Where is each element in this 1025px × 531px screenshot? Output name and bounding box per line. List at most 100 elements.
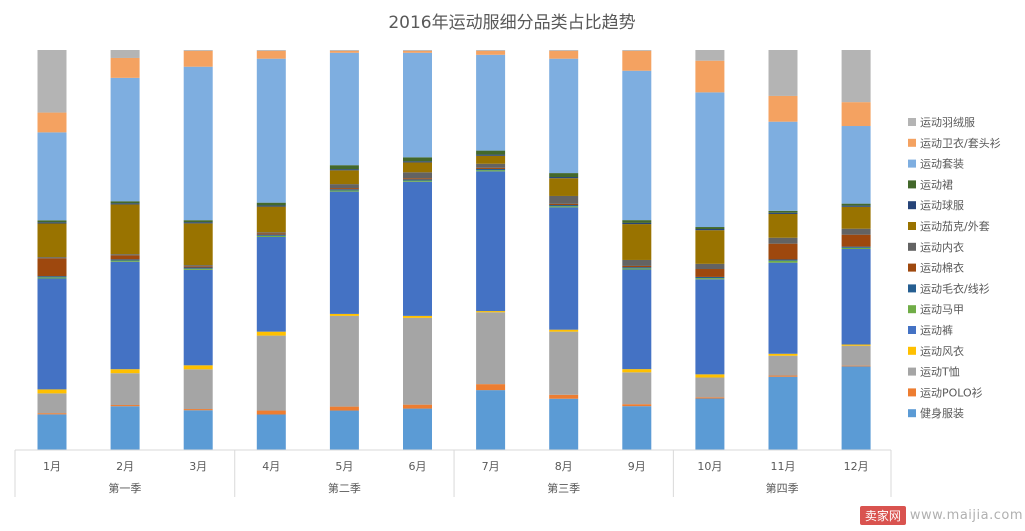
legend-label-3: 运动套装 bbox=[920, 158, 964, 171]
bar-segment-2-3 bbox=[110, 373, 140, 406]
legend-swatch-13 bbox=[908, 367, 916, 376]
legend-label-8: 运动棉衣 bbox=[920, 261, 964, 275]
bar-segment-2-4 bbox=[110, 369, 140, 374]
bar-segment-8-6 bbox=[549, 206, 579, 208]
bar-segment-2-11 bbox=[110, 203, 140, 205]
bar-segment-12-9 bbox=[841, 228, 871, 235]
bar-segment-5-15 bbox=[329, 50, 359, 51]
bar-segment-1-2 bbox=[37, 413, 67, 415]
bar-segment-1-13 bbox=[37, 132, 67, 221]
bar-segment-7-14 bbox=[476, 50, 506, 55]
bar-segment-11-14 bbox=[768, 95, 798, 122]
bar-segment-12-4 bbox=[841, 344, 871, 346]
bar-segment-7-1 bbox=[476, 390, 506, 450]
legend-swatch-2 bbox=[908, 138, 916, 147]
bar-segment-3-15 bbox=[183, 50, 213, 51]
bar-segment-5-3 bbox=[329, 315, 359, 407]
bar-segment-2-6 bbox=[110, 260, 140, 262]
bar-segment-11-11 bbox=[768, 212, 798, 214]
group-label-4: 第四季 bbox=[766, 481, 799, 495]
chart-title: 2016年运动服细分品类占比趋势 bbox=[388, 13, 635, 33]
legend-label-1: 运动羽绒服 bbox=[920, 116, 975, 129]
x-tick-label-11: 11月 bbox=[771, 460, 796, 473]
x-tick-label-5: 5月 bbox=[335, 460, 353, 473]
bar-segment-4-13 bbox=[256, 58, 286, 203]
bar-segment-12-6 bbox=[841, 247, 871, 249]
bar-segment-3-8 bbox=[183, 266, 213, 268]
bar-segment-10-13 bbox=[695, 92, 725, 228]
bars-layer bbox=[37, 50, 871, 450]
bar-segment-8-3 bbox=[549, 331, 579, 395]
bar-segment-6-1 bbox=[403, 408, 432, 450]
bar-segment-1-4 bbox=[37, 389, 67, 394]
bar-segment-7-5 bbox=[476, 171, 506, 312]
bar-segment-11-15 bbox=[768, 50, 798, 96]
bar-segment-7-15 bbox=[476, 50, 506, 51]
bar-segment-1-12 bbox=[37, 220, 67, 223]
bar-segment-3-6 bbox=[183, 268, 213, 270]
bar-segment-12-7 bbox=[841, 246, 871, 248]
bar-segment-9-14 bbox=[622, 50, 652, 71]
bar-segment-5-4 bbox=[329, 313, 359, 316]
bar-segment-11-12 bbox=[768, 210, 798, 213]
bar-segment-11-3 bbox=[768, 355, 798, 376]
bar-segment-6-15 bbox=[403, 50, 432, 51]
bar-segment-9-10 bbox=[622, 224, 652, 260]
bar-segment-4-10 bbox=[256, 206, 286, 233]
bar-segment-10-7 bbox=[695, 276, 725, 279]
legend-label-5: 运动球服 bbox=[920, 198, 964, 212]
bar-segment-9-9 bbox=[622, 259, 652, 266]
bar-segment-4-11 bbox=[256, 205, 286, 207]
x-tick-label-7: 7月 bbox=[482, 460, 500, 473]
x-tick-label-4: 4月 bbox=[262, 460, 280, 473]
bar-segment-4-4 bbox=[256, 331, 286, 336]
bar-segment-5-1 bbox=[329, 410, 359, 450]
legend-swatch-7 bbox=[908, 242, 916, 251]
bar-segment-10-15 bbox=[695, 50, 725, 61]
group-label-3: 第三季 bbox=[547, 481, 580, 495]
bar-segment-5-13 bbox=[329, 52, 359, 166]
bar-segment-7-11 bbox=[476, 154, 506, 156]
bar-segment-1-10 bbox=[37, 223, 67, 258]
bar-segment-12-5 bbox=[841, 249, 871, 345]
bar-segment-4-5 bbox=[256, 236, 286, 332]
bar-segment-5-14 bbox=[329, 50, 359, 53]
bar-segment-7-2 bbox=[476, 384, 506, 391]
bar-segment-4-7 bbox=[256, 234, 286, 236]
bar-segment-5-8 bbox=[329, 188, 359, 190]
bar-segment-2-2 bbox=[110, 405, 140, 407]
bar-segment-4-1 bbox=[256, 414, 286, 450]
group-label-1: 第一季 bbox=[108, 481, 141, 495]
bar-segment-8-10 bbox=[549, 178, 579, 196]
bar-segment-7-13 bbox=[476, 54, 506, 151]
bar-segment-12-12 bbox=[841, 203, 871, 206]
bar-segment-8-8 bbox=[549, 203, 579, 206]
bar-segment-10-12 bbox=[695, 227, 725, 230]
bar-segment-4-14 bbox=[256, 50, 286, 59]
bar-segment-9-7 bbox=[622, 267, 652, 269]
bar-segment-1-5 bbox=[37, 278, 67, 390]
watermark: 卖家网 www.maijia.com bbox=[859, 506, 1023, 525]
legend-label-4: 运动裙 bbox=[920, 178, 953, 191]
legend-label-15: 健身服装 bbox=[920, 406, 964, 420]
bar-segment-4-2 bbox=[256, 410, 286, 415]
bar-segment-5-10 bbox=[329, 170, 359, 185]
bar-segment-2-5 bbox=[110, 261, 140, 370]
bar-segment-10-10 bbox=[695, 230, 725, 264]
legend-swatch-10 bbox=[908, 305, 916, 314]
bar-segment-11-10 bbox=[768, 213, 798, 238]
bar-segment-9-8 bbox=[622, 265, 652, 268]
bar-segment-12-8 bbox=[841, 234, 871, 247]
bar-segment-10-14 bbox=[695, 60, 725, 93]
bar-segment-9-6 bbox=[622, 268, 652, 270]
bar-segment-9-15 bbox=[622, 50, 652, 51]
bar-segment-6-6 bbox=[403, 180, 432, 182]
bar-segment-10-11 bbox=[695, 229, 725, 231]
bar-segment-1-3 bbox=[37, 393, 67, 414]
bar-segment-3-5 bbox=[183, 269, 213, 366]
bar-segment-11-4 bbox=[768, 353, 798, 356]
bar-segment-5-7 bbox=[329, 189, 359, 191]
bar-segment-7-4 bbox=[476, 311, 506, 313]
legend-label-2: 运动卫衣/套头衫 bbox=[920, 136, 1001, 150]
x-tick-label-3: 3月 bbox=[189, 460, 207, 473]
